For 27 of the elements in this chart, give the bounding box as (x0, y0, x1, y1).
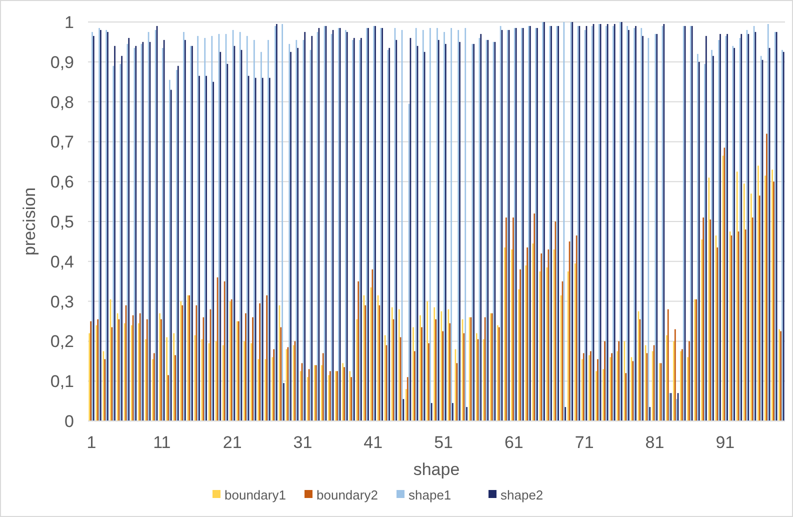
x-tick-label: 11 (153, 433, 171, 452)
y-tick-label: 0,2 (50, 332, 74, 352)
y-tick-label: 0 (64, 412, 74, 431)
y-axis-title: precision (20, 187, 39, 256)
y-tick-label: 0,1 (50, 372, 74, 392)
x-tick-label: 91 (716, 433, 735, 452)
y-tick-label: 0,8 (50, 92, 74, 112)
x-tick-label: 71 (574, 433, 594, 452)
y-tick-label: 0,9 (50, 52, 74, 72)
x-axis-title: shape (413, 460, 460, 479)
y-tick-label: 0,7 (50, 132, 74, 152)
x-tick-label: 31 (293, 433, 312, 452)
legend-label: shape1 (408, 488, 452, 503)
legend-label: shape2 (500, 488, 544, 503)
y-tick-label: 0,4 (50, 252, 74, 272)
legend-label: boundary1 (224, 488, 286, 503)
x-tick-label: 51 (434, 433, 453, 452)
y-tick-label: 0,3 (50, 292, 74, 312)
x-tick-label: 21 (222, 433, 242, 452)
x-tick-label: 1 (86, 433, 96, 452)
x-tick-label: 61 (504, 433, 524, 452)
x-tick-label: 81 (645, 433, 664, 452)
x-tick-label: 41 (364, 433, 383, 452)
y-tick-label: 0,6 (50, 172, 74, 192)
legend-label: boundary2 (316, 488, 378, 503)
y-tick-label: 1 (64, 12, 74, 32)
y-tick-label: 0,5 (50, 212, 74, 232)
